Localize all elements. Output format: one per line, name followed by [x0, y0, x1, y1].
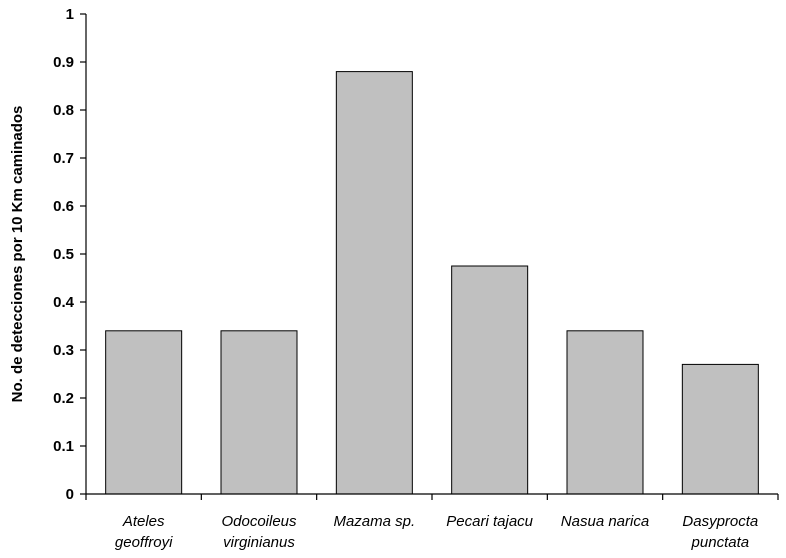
y-tick-label: 0.7	[53, 150, 74, 167]
x-category-label: Dasyprocta punctata	[682, 513, 758, 551]
bar	[566, 330, 644, 495]
bar	[105, 330, 183, 495]
x-category-label: Mazama sp.	[333, 513, 415, 530]
y-tick-label: 0.3	[53, 342, 74, 359]
bar	[335, 71, 413, 495]
x-category-label-line: Odocoileus	[221, 513, 297, 530]
x-category-label-line: punctata	[691, 534, 750, 551]
y-tick-label: 0.5	[53, 246, 74, 263]
x-category-label-line: geoffroyi	[115, 534, 173, 551]
y-tick-label: 1	[66, 6, 74, 23]
y-tick-label: 0.4	[53, 294, 75, 311]
bar	[451, 265, 529, 495]
x-ticks	[85, 494, 779, 500]
y-ticks: 0 0.1 0.2 0.3 0.4 0.5 0.6 0.7 0.8 0.9 1	[53, 6, 86, 503]
y-axis-title: No. de detecciones por 10 Km caminados	[9, 106, 26, 403]
bar	[681, 363, 759, 495]
x-category-label-line: Ateles	[122, 513, 165, 530]
x-category-label: Pecari tajacu	[446, 513, 533, 530]
category-labels: Ateles geoffroyi Odocoileus virginianus Maza…	[115, 513, 758, 551]
y-tick-label: 0.2	[53, 390, 74, 407]
axes-layer	[85, 14, 778, 495]
y-tick-label: 0.9	[53, 54, 74, 71]
x-category-label-line: virginianus	[223, 534, 295, 551]
x-category-label: Odocoileus virginianus	[221, 513, 297, 551]
x-category-label: Ateles geoffroyi	[115, 513, 173, 551]
bar	[220, 330, 298, 495]
y-tick-label: 0.6	[53, 198, 74, 215]
y-tick-label: 0	[66, 486, 74, 503]
bars-layer	[105, 71, 759, 495]
x-category-label-line: Mazama sp.	[333, 513, 415, 530]
x-category-label-line: Nasua narica	[561, 513, 649, 530]
x-category-label-line: Dasyprocta	[682, 513, 758, 530]
y-tick-label: 0.1	[53, 438, 74, 455]
x-category-label-line: Pecari tajacu	[446, 513, 533, 530]
y-tick-label: 0.8	[53, 102, 74, 119]
x-category-label: Nasua narica	[561, 513, 649, 530]
